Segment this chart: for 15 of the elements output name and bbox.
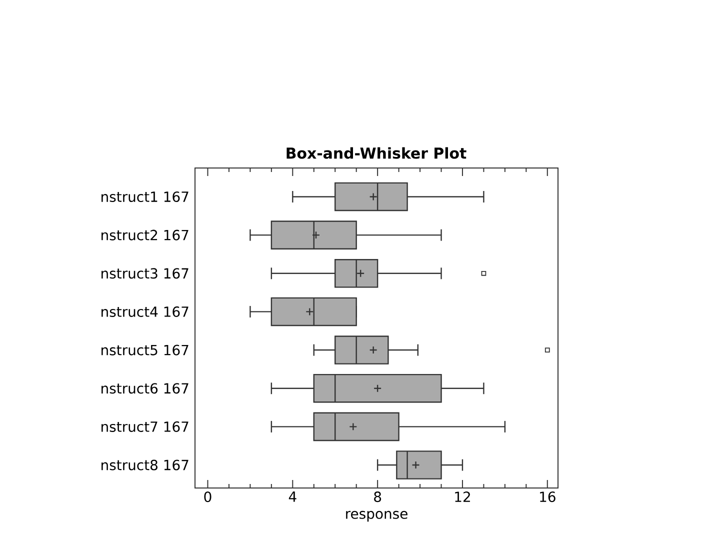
y-tick-label: nstruct5 167 bbox=[102, 344, 188, 356]
y-tick-label: nstruct6 167 bbox=[102, 383, 188, 394]
x-tick-label: 12 bbox=[455, 492, 470, 502]
y-tick-label: nstruct2 167 bbox=[102, 230, 188, 240]
y-tick-label: nstruct1 167 bbox=[102, 191, 188, 202]
x-axis-title: response bbox=[346, 510, 408, 522]
chart-title: Box-and-Whisker Plot bbox=[286, 147, 466, 159]
x-tick-label: 0 bbox=[204, 492, 212, 502]
x-tick-label: 16 bbox=[540, 492, 556, 502]
x-tick-label: 8 bbox=[374, 492, 382, 502]
y-tick-label: nstruct4 167 bbox=[102, 306, 188, 317]
y-tick-label: nstruct8 167 bbox=[102, 460, 188, 470]
y-tick-label: nstruct3 167 bbox=[102, 268, 188, 279]
x-tick-label: 4 bbox=[288, 492, 296, 502]
y-tick-label: nstruct7 167 bbox=[102, 421, 188, 432]
